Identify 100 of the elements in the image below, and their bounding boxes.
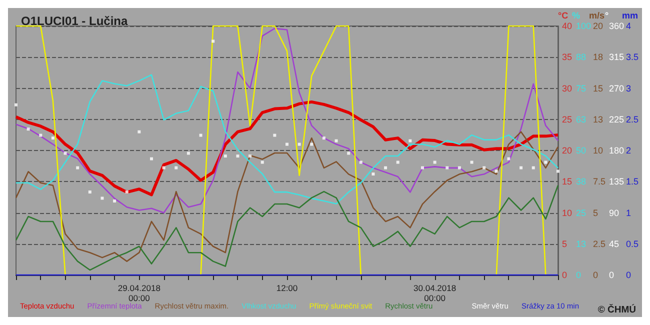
point bbox=[298, 142, 301, 146]
point bbox=[556, 170, 560, 173]
point bbox=[482, 166, 486, 170]
chart-title: O1LUCI01 - Lučina bbox=[21, 14, 128, 28]
y2-tick-label: 50 bbox=[576, 146, 586, 156]
y-tick-label: 135 bbox=[609, 176, 624, 187]
point bbox=[532, 166, 535, 170]
point bbox=[100, 196, 104, 200]
point bbox=[88, 190, 92, 194]
point bbox=[236, 154, 240, 158]
point bbox=[310, 142, 314, 146]
line-series bbox=[15, 184, 559, 271]
y-tick-label: 15 bbox=[562, 176, 572, 187]
point bbox=[162, 166, 166, 170]
y-tick-label: 40 bbox=[562, 21, 572, 31]
y-tick-label: 30 bbox=[562, 83, 572, 94]
point bbox=[76, 166, 80, 170]
y3-tick-label: 10 bbox=[593, 146, 604, 156]
point bbox=[39, 134, 42, 137]
y-tick-label: 20 bbox=[562, 146, 572, 156]
point bbox=[150, 157, 153, 160]
y3-tick-label: 20 bbox=[593, 21, 604, 31]
point bbox=[248, 154, 252, 158]
y-tick-label: 90 bbox=[609, 208, 620, 218]
line-series bbox=[15, 74, 559, 204]
y2-tick-label: 0 bbox=[576, 270, 582, 280]
point bbox=[470, 160, 474, 164]
y2-axis-title: % bbox=[572, 10, 580, 20]
y3-tick-label: 0 bbox=[593, 270, 598, 280]
point bbox=[520, 166, 523, 170]
y-tick-label: 0 bbox=[562, 270, 568, 280]
point bbox=[26, 128, 30, 131]
line-series bbox=[14, 100, 560, 196]
y2-tick-label: 13 bbox=[576, 238, 586, 249]
y2-tick-label: 0 bbox=[626, 270, 632, 280]
y-tick-label: 45 bbox=[609, 238, 620, 249]
line-series bbox=[15, 28, 559, 214]
y-tick-label: 10 bbox=[562, 208, 572, 218]
y2-tick-label: 4 bbox=[626, 21, 632, 31]
point bbox=[224, 154, 227, 158]
point bbox=[372, 172, 375, 176]
x-tick-label: 29.04.2018 00:00 bbox=[118, 283, 161, 303]
y-tick-label: 35 bbox=[562, 52, 572, 62]
point bbox=[544, 160, 548, 164]
y-tick-label: 270 bbox=[609, 83, 624, 94]
point bbox=[421, 166, 424, 170]
y-axis-title: °C bbox=[558, 10, 569, 20]
y2-tick-label: 25 bbox=[576, 208, 586, 218]
x-tick-label: 12:00 bbox=[276, 283, 298, 293]
point bbox=[458, 166, 461, 170]
point bbox=[359, 160, 362, 164]
y-tick-label: 315 bbox=[609, 52, 624, 62]
point bbox=[334, 139, 338, 142]
point bbox=[273, 134, 276, 137]
point bbox=[212, 40, 215, 43]
point bbox=[322, 136, 326, 140]
point bbox=[433, 160, 436, 164]
point bbox=[347, 152, 350, 155]
point bbox=[125, 190, 128, 194]
point bbox=[494, 170, 498, 173]
point bbox=[384, 166, 388, 170]
y3-tick-label: 5 bbox=[593, 208, 598, 218]
y-tick-label: 180 bbox=[609, 146, 624, 156]
y3-tick-label: 18 bbox=[593, 52, 604, 62]
point bbox=[260, 160, 264, 164]
point bbox=[186, 152, 190, 155]
y2-tick-label: 2.5 bbox=[626, 114, 639, 124]
point bbox=[113, 199, 116, 202]
point bbox=[507, 157, 510, 160]
point bbox=[174, 166, 178, 170]
point bbox=[64, 152, 67, 155]
y3-tick-label: 13 bbox=[593, 114, 604, 124]
y2-tick-label: 3.5 bbox=[626, 52, 639, 62]
point bbox=[199, 134, 202, 137]
point bbox=[286, 142, 288, 146]
y3-tick-label: 15 bbox=[593, 83, 604, 94]
point bbox=[396, 160, 400, 164]
y-tick-label: 5 bbox=[562, 238, 568, 249]
y2-tick-label: 38 bbox=[576, 176, 586, 187]
y2-axis-title: mm bbox=[622, 10, 638, 20]
y2-tick-label: 1 bbox=[626, 208, 632, 218]
y2-tick-label: 88 bbox=[576, 52, 586, 62]
y3-tick-label: 2.5 bbox=[593, 238, 606, 249]
line-series bbox=[15, 131, 559, 262]
y2-tick-label: 63 bbox=[576, 114, 586, 124]
y-tick-label: 25 bbox=[562, 114, 572, 124]
y2-tick-label: 2 bbox=[626, 146, 632, 156]
point bbox=[138, 130, 141, 134]
y2-tick-label: 3 bbox=[626, 83, 632, 94]
point bbox=[446, 166, 449, 170]
y2-tick-label: 1.5 bbox=[626, 176, 639, 187]
y-tick-label: 225 bbox=[609, 114, 624, 124]
point bbox=[14, 103, 18, 106]
y-axis-title: ° bbox=[605, 10, 609, 20]
y2-tick-label: 0.5 bbox=[626, 238, 639, 249]
point bbox=[408, 139, 412, 142]
x-tick-label: 30.04.2018 00:00 bbox=[414, 283, 456, 303]
y-tick-label: 360 bbox=[609, 21, 624, 31]
y3-axis-title: m/s bbox=[589, 10, 605, 20]
y2-tick-label: 100 bbox=[576, 21, 592, 31]
